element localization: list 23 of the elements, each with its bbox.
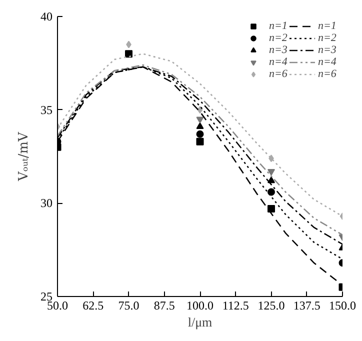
y-tick-label: 40 bbox=[40, 10, 52, 24]
legend-label: n=1 bbox=[269, 20, 288, 32]
legend-label: n=2 bbox=[318, 32, 338, 44]
legend-label: n=3 bbox=[269, 44, 288, 56]
legend-label: n=4 bbox=[269, 56, 288, 68]
legend-label: n=4 bbox=[318, 56, 338, 68]
y-axis-title: Vₒᵤₜ/mV bbox=[16, 131, 32, 182]
x-tick-label: 137.5 bbox=[293, 298, 320, 312]
x-axis-title: l/μm bbox=[188, 314, 212, 330]
x-tick-label: 150.0 bbox=[329, 298, 356, 312]
x-tick-label: 112.5 bbox=[222, 298, 249, 312]
legend-label: n=1 bbox=[318, 20, 338, 32]
legend-label: n=3 bbox=[318, 44, 338, 56]
legend-label: n=6 bbox=[269, 68, 288, 80]
x-tick-label: 100.0 bbox=[186, 298, 214, 312]
x-tick-label: 125.0 bbox=[258, 298, 285, 312]
x-tick-label: 62.5 bbox=[82, 298, 104, 312]
legend-label: n=2 bbox=[269, 32, 288, 44]
legend-label: n=6 bbox=[318, 68, 338, 80]
x-tick-label: 87.5 bbox=[154, 298, 175, 312]
y-tick-label: 30 bbox=[40, 196, 52, 210]
x-tick-label: 75.0 bbox=[118, 298, 140, 312]
y-tick-label: 35 bbox=[40, 102, 52, 117]
